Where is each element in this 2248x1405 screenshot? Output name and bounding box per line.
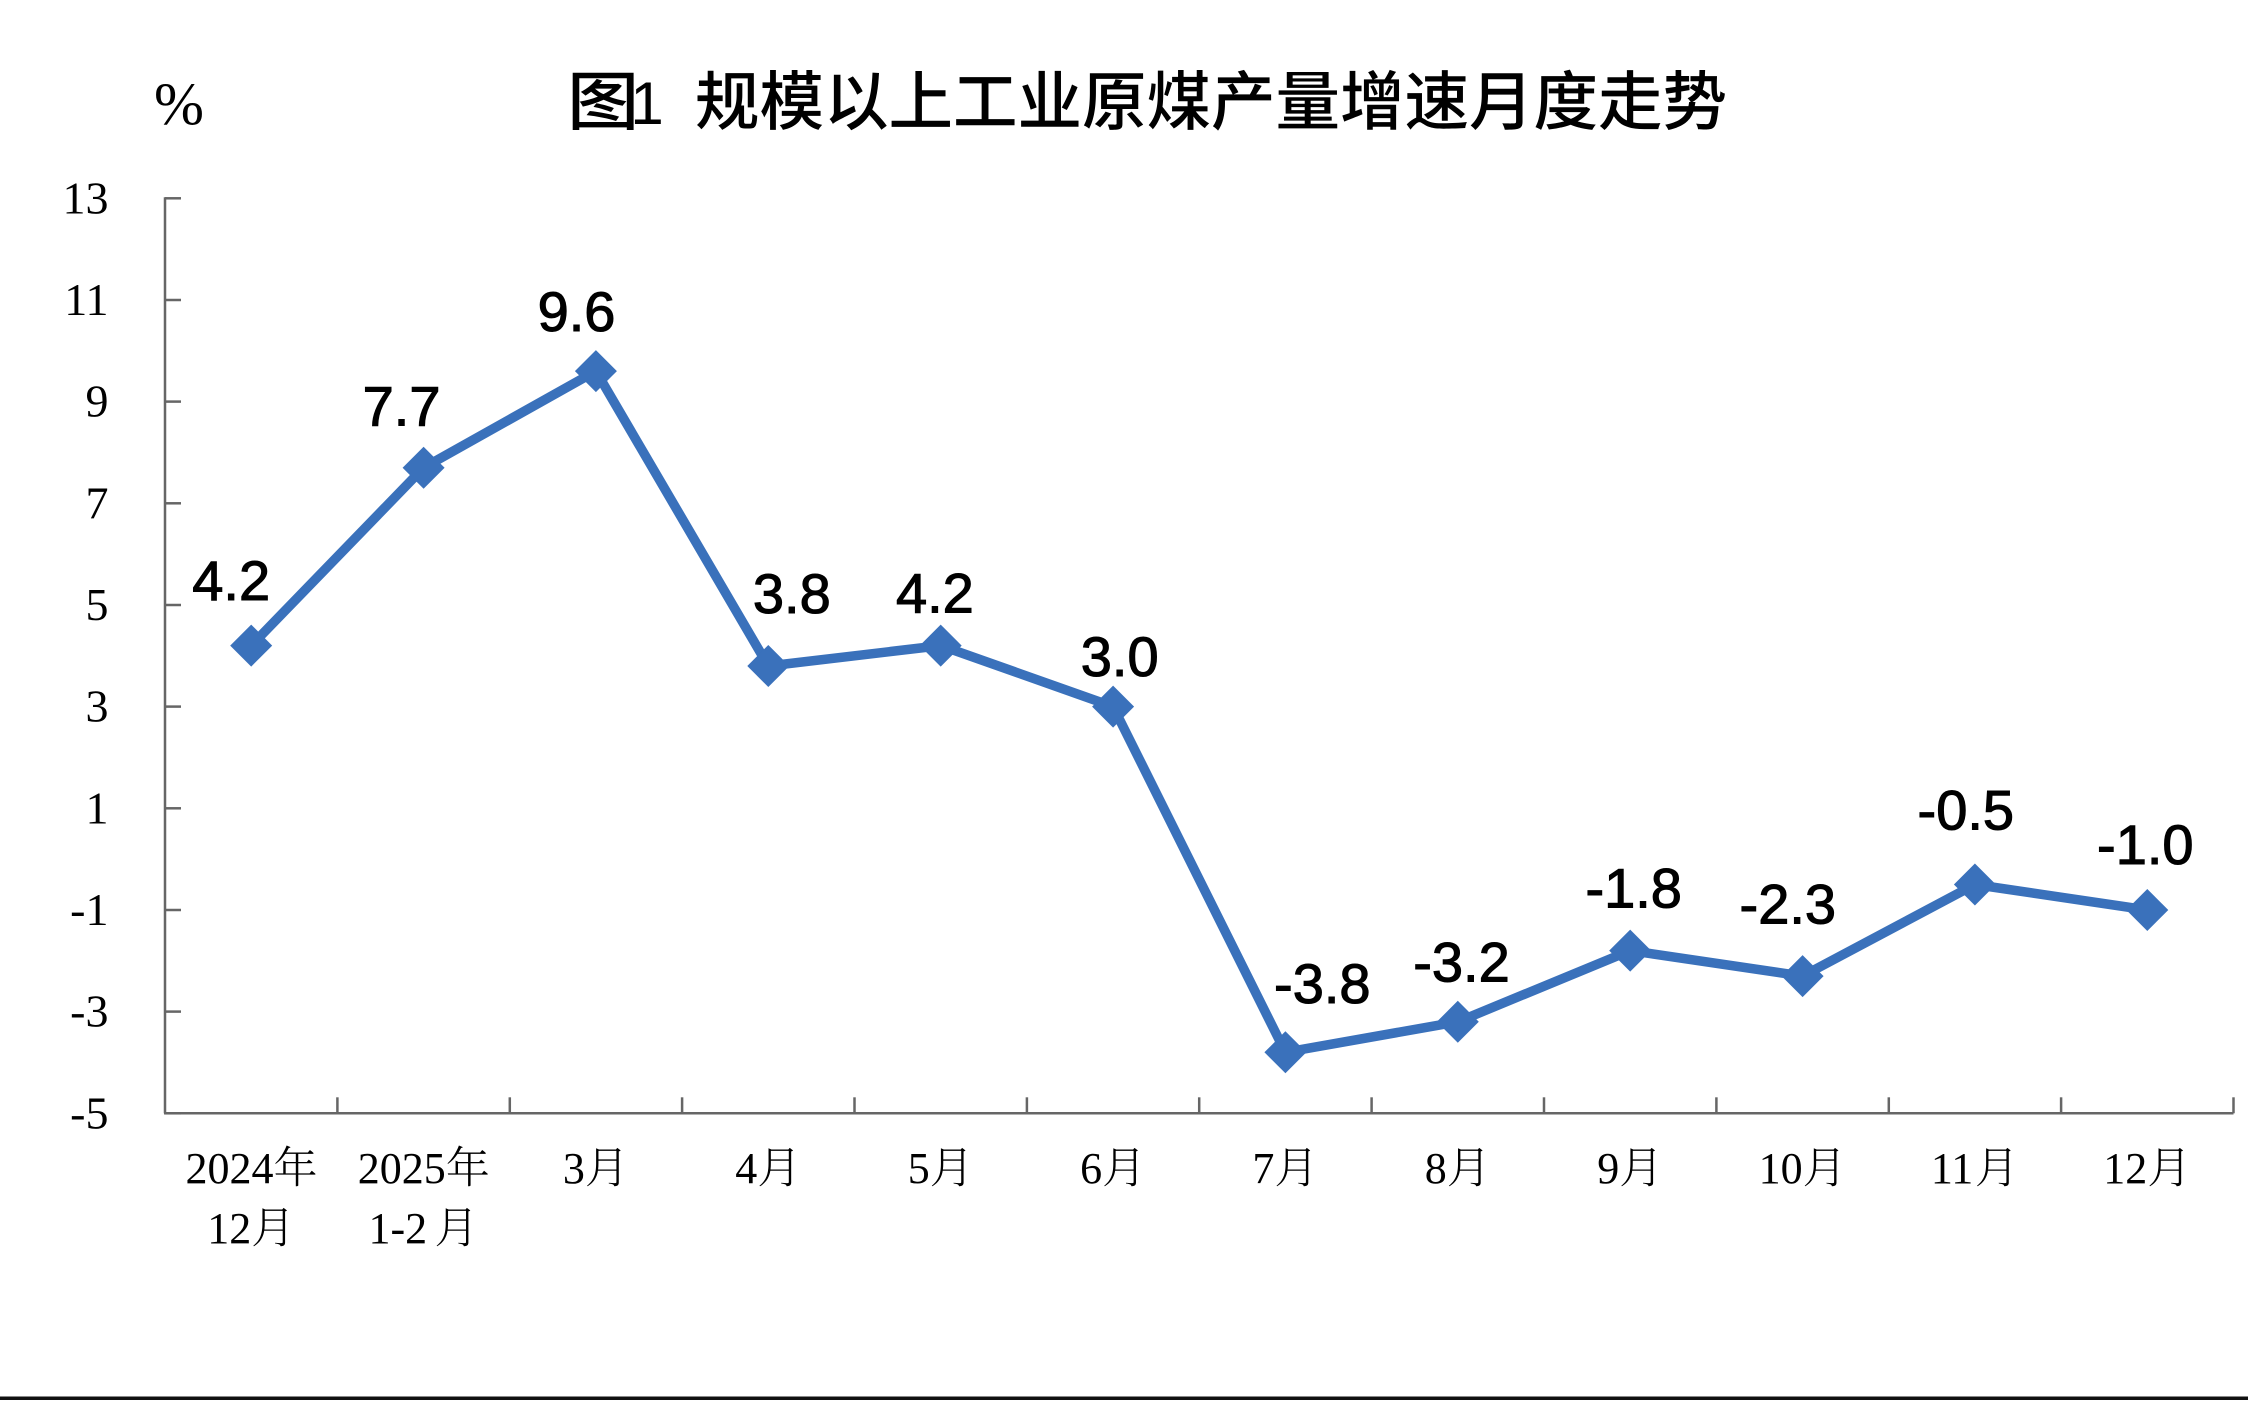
svg-text:9: 9 — [1597, 1144, 1619, 1193]
svg-text:2025: 2025 — [358, 1144, 446, 1193]
svg-text:11: 11 — [1931, 1144, 1973, 1193]
svg-text:-3: -3 — [70, 986, 108, 1037]
svg-text:9.6: 9.6 — [538, 280, 616, 343]
svg-text:7: 7 — [86, 477, 109, 528]
svg-text:3: 3 — [563, 1144, 585, 1193]
svg-text:%: % — [154, 71, 204, 137]
svg-text:3.0: 3.0 — [1081, 625, 1159, 688]
svg-text:4.2: 4.2 — [896, 562, 974, 625]
svg-text:13: 13 — [63, 172, 109, 223]
svg-text:1: 1 — [630, 70, 663, 137]
svg-text:5: 5 — [908, 1144, 930, 1193]
svg-text:-3.8: -3.8 — [1274, 952, 1371, 1015]
svg-text:-5: -5 — [70, 1087, 108, 1138]
svg-text:-1.0: -1.0 — [2097, 813, 2194, 876]
svg-text:4: 4 — [735, 1144, 757, 1193]
svg-text:12: 12 — [2103, 1144, 2147, 1193]
svg-text:7: 7 — [1252, 1144, 1274, 1193]
svg-text:5: 5 — [86, 579, 109, 630]
svg-text:-0.5: -0.5 — [1918, 779, 2015, 842]
svg-text:11: 11 — [64, 274, 108, 325]
svg-text:-2.3: -2.3 — [1740, 872, 1837, 935]
svg-text:10: 10 — [1759, 1144, 1803, 1193]
svg-text:1-2: 1-2 — [369, 1204, 428, 1253]
svg-text:7.7: 7.7 — [363, 374, 441, 437]
svg-text:3.8: 3.8 — [753, 562, 831, 625]
svg-text:-3.2: -3.2 — [1413, 930, 1510, 993]
svg-text:-1: -1 — [70, 884, 108, 935]
svg-text:9: 9 — [86, 376, 109, 427]
svg-text:3: 3 — [86, 681, 109, 732]
svg-text:4.2: 4.2 — [192, 549, 270, 612]
svg-text:1: 1 — [86, 782, 109, 833]
svg-text:12: 12 — [207, 1204, 251, 1253]
svg-text:2024: 2024 — [186, 1144, 274, 1193]
svg-text:8: 8 — [1425, 1144, 1447, 1193]
svg-text:-1.8: -1.8 — [1585, 856, 1682, 919]
svg-text:6: 6 — [1080, 1144, 1102, 1193]
